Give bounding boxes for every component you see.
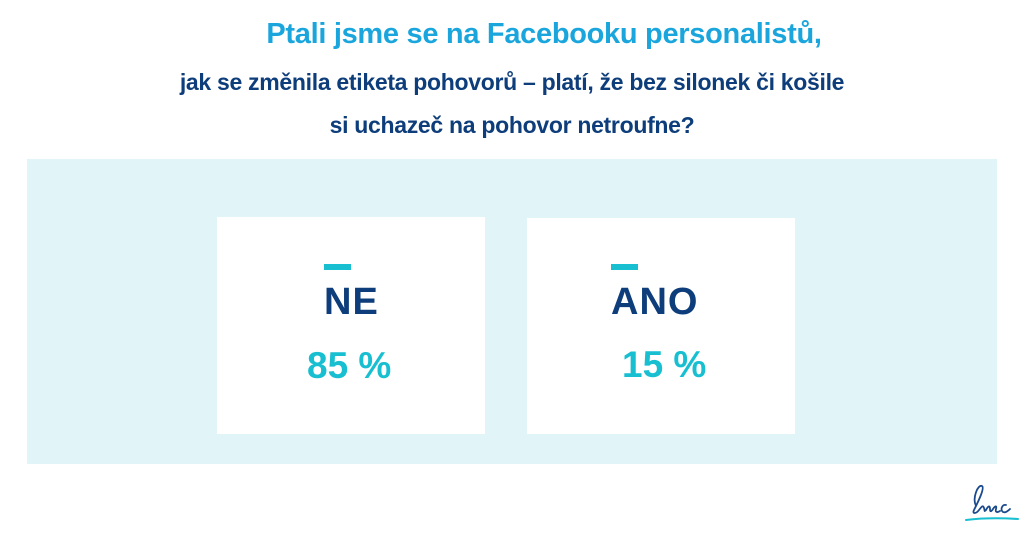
headline-line-1: Ptali jsme se na Facebooku personalistů, [266, 18, 822, 50]
result-label: NE [324, 281, 379, 323]
lmc-logo-icon [965, 485, 1019, 521]
results-panel [27, 159, 997, 464]
result-label: ANO [611, 281, 699, 323]
headline-line-3: si uchazeč na pohovor netroufne? [329, 112, 695, 138]
result-value: 85 % [307, 345, 392, 386]
accent-bar [324, 264, 351, 270]
headline-line-2: jak se změnila etiketa pohovorů – platí,… [179, 69, 845, 95]
result-card-ne: NE 85 % [217, 217, 485, 434]
result-card-ano: ANO 15 % [527, 218, 795, 434]
accent-bar [611, 264, 638, 270]
lmc-logo [962, 478, 1020, 528]
result-value: 15 % [622, 344, 707, 385]
